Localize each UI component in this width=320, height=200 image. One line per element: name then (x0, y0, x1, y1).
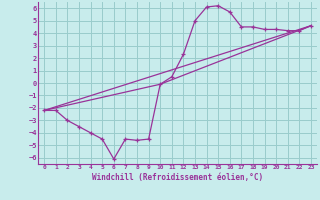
X-axis label: Windchill (Refroidissement éolien,°C): Windchill (Refroidissement éolien,°C) (92, 173, 263, 182)
